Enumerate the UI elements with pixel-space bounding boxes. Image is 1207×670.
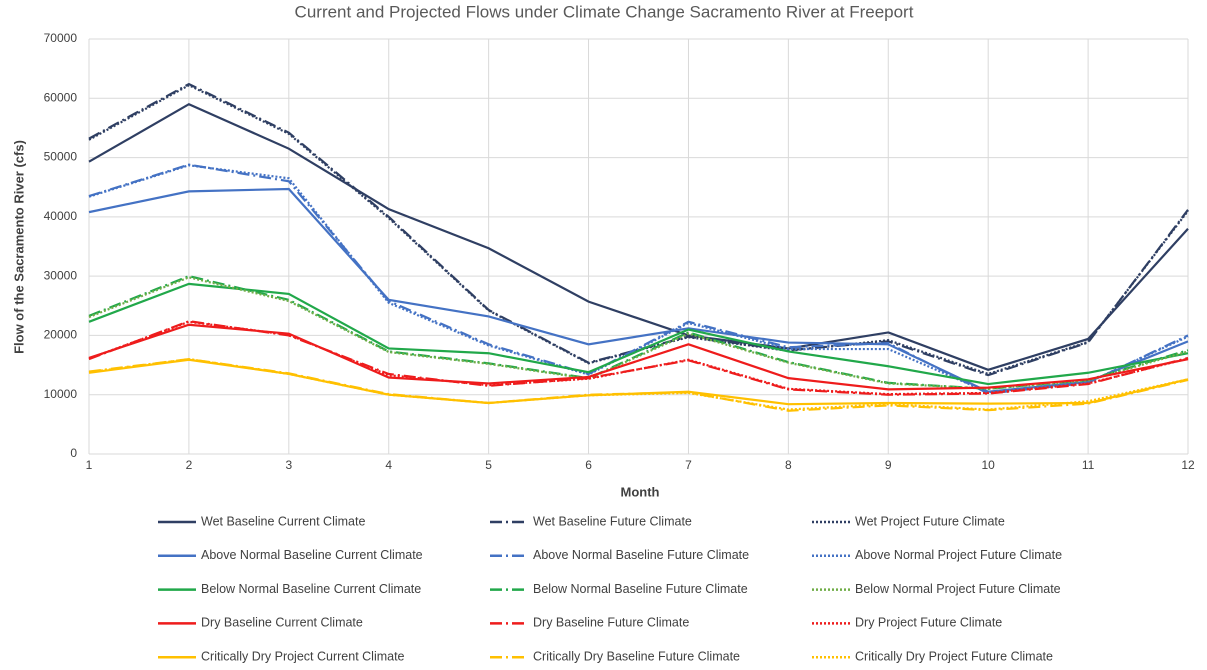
legend-text: Dry Baseline Future Climate: [533, 616, 689, 630]
series-line: [88, 164, 1189, 394]
legend-text: Critically Dry Baseline Future Climate: [533, 649, 740, 663]
legend-text: Below Normal Baseline Future Climate: [533, 582, 748, 596]
series-line: [88, 102, 1189, 371]
y-tick-label: 40000: [44, 209, 78, 223]
x-tick-label: 4: [385, 458, 392, 472]
y-tick-label: 10000: [44, 387, 78, 401]
y-tick-label: 50000: [44, 150, 78, 164]
y-tick-label: 20000: [44, 328, 78, 342]
x-tick-label: 7: [685, 458, 692, 472]
x-tick-label: 8: [785, 458, 792, 472]
series-line: [88, 274, 1189, 390]
x-tick-label: 11: [1082, 458, 1095, 472]
x-tick-label: 2: [186, 458, 193, 472]
x-tick-label: 12: [1181, 458, 1195, 472]
x-tick-label: 3: [285, 458, 292, 472]
x-tick-label: 9: [885, 458, 892, 472]
legend-text: Below Normal Project Future Climate: [855, 582, 1061, 596]
legend-text: Above Normal Baseline Future Climate: [533, 548, 749, 562]
legend-text: Wet Baseline Future Climate: [533, 514, 692, 528]
legend-text: Dry Baseline Current Climate: [201, 616, 363, 630]
legend-text: Above Normal Baseline Current Climate: [201, 548, 423, 562]
legend-text: Critically Dry Project Current Climate: [201, 649, 405, 663]
series-line: [88, 276, 1189, 390]
legend-text: Wet Baseline Current Climate: [201, 514, 365, 528]
series-line: [88, 320, 1189, 396]
legend-text: Dry Project Future Climate: [855, 616, 1002, 630]
x-tick-label: 1: [86, 458, 93, 472]
legend-text: Wet Project Future Climate: [855, 514, 1005, 528]
x-tick-label: 5: [485, 458, 492, 472]
legend-text: Below Normal Baseline Current Climate: [201, 582, 421, 596]
series-line: [88, 320, 1189, 396]
y-axis-title: Flow of the Sacramento River (cfs): [11, 140, 26, 354]
x-tick-label: 10: [982, 458, 996, 472]
y-tick-label: 30000: [44, 268, 78, 282]
series-line: [88, 358, 1189, 411]
legend-text: Above Normal Project Future Climate: [855, 548, 1062, 562]
legend-text: Critically Dry Project Future Climate: [855, 649, 1053, 663]
chart-title: Current and Projected Flows under Climat…: [295, 2, 914, 21]
series-line: [88, 282, 1189, 386]
x-tick-label: 6: [585, 458, 592, 472]
y-tick-label: 60000: [44, 90, 78, 104]
x-axis-title: Month: [621, 484, 660, 499]
y-tick-label: 0: [70, 446, 77, 460]
series-line: [88, 187, 1189, 393]
series-line: [88, 323, 1189, 391]
y-tick-label: 70000: [44, 31, 78, 45]
series-line: [88, 358, 1189, 406]
